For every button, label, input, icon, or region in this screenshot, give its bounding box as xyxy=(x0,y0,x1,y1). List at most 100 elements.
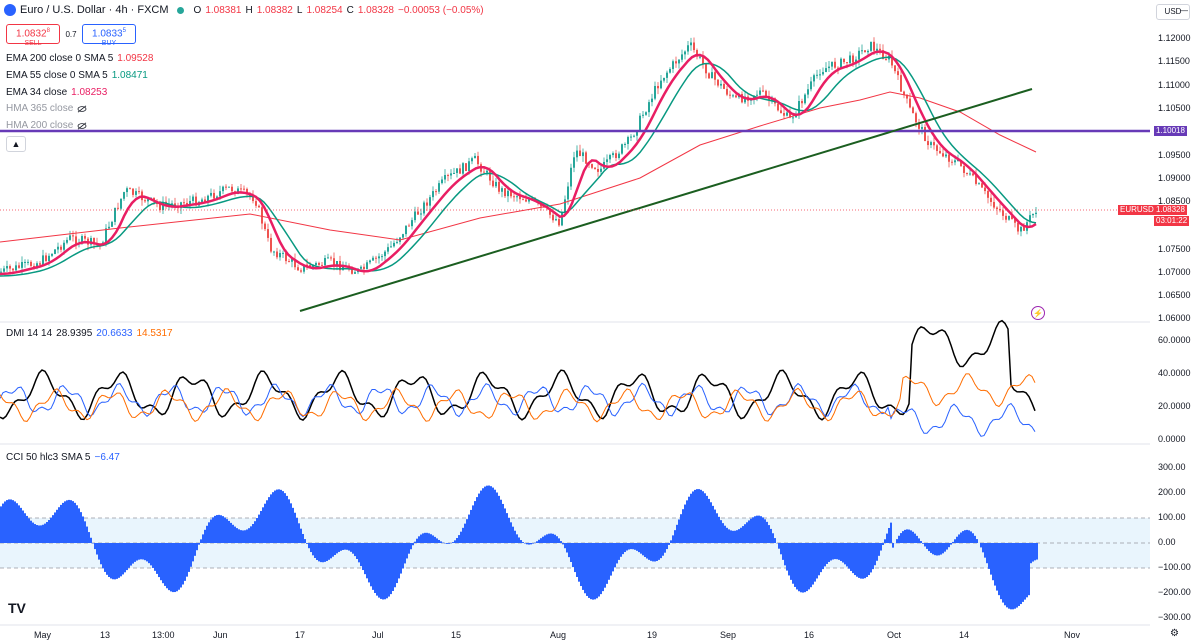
candle-body xyxy=(483,171,485,173)
candle-body xyxy=(855,59,857,63)
time-axis-label: 17 xyxy=(295,630,306,640)
cci-bar xyxy=(102,543,104,569)
flash-icon[interactable]: ⚡ xyxy=(1031,306,1045,320)
cci-bar xyxy=(684,504,686,543)
candle-body xyxy=(822,72,824,75)
candle-body xyxy=(162,201,164,211)
cci-bar xyxy=(954,539,956,543)
buy-button[interactable]: 1.08335 BUY xyxy=(82,24,136,47)
candle-body xyxy=(468,161,470,171)
cci-bar xyxy=(504,508,506,543)
cci-bar xyxy=(946,543,948,550)
eye-off-icon[interactable] xyxy=(77,121,87,130)
candle-body xyxy=(1011,216,1013,219)
candle-body xyxy=(1014,218,1016,223)
cci-bar xyxy=(50,517,52,543)
cci-bar xyxy=(744,524,746,543)
cci-bar xyxy=(278,489,280,543)
cci-bar xyxy=(54,512,56,543)
candle-body xyxy=(288,261,290,263)
cci-axis-label: −200.00 xyxy=(1158,587,1191,597)
indicator-label: EMA 34 close xyxy=(6,87,68,98)
candle-body xyxy=(759,90,761,95)
sell-label: SELL xyxy=(24,40,42,48)
candle-body xyxy=(510,190,512,197)
cci-bar xyxy=(898,535,900,543)
indicator-hma365[interactable]: HMA 365 close xyxy=(6,103,87,114)
candle-body xyxy=(981,183,983,188)
cci-bar xyxy=(842,543,844,563)
cci-bar xyxy=(372,543,374,590)
cci-bar xyxy=(704,493,706,543)
candle-body xyxy=(237,188,239,195)
ema34-line xyxy=(0,50,1037,276)
candle-body xyxy=(402,234,404,238)
cci-bar xyxy=(240,530,242,543)
cci-axis-label: 100.00 xyxy=(1158,512,1186,522)
symbol-title[interactable]: Euro / U.S. Dollar · 4h · FXCM xyxy=(20,4,169,16)
tradingview-logo[interactable]: TV xyxy=(8,600,26,616)
indicator-ema55[interactable]: EMA 55 close 0 SMA 5 1.08471 xyxy=(6,70,148,81)
cci-bar xyxy=(148,543,150,564)
gear-icon[interactable]: ⚙ xyxy=(1170,628,1179,639)
candle-body xyxy=(519,196,521,200)
candle-body xyxy=(414,211,416,221)
price-chart[interactable] xyxy=(0,0,1150,643)
axis-menu-icon[interactable]: — xyxy=(1180,6,1188,15)
cci-bar xyxy=(920,541,922,543)
currency-button[interactable]: USD xyxy=(1156,4,1190,20)
cci-bar xyxy=(966,529,968,543)
price-axis-label: 1.09000 xyxy=(1158,173,1191,183)
cci-bar xyxy=(912,531,914,543)
candle-body xyxy=(654,85,656,99)
cci-bar xyxy=(172,543,174,593)
cci-bar xyxy=(838,543,840,560)
indicator-hma200[interactable]: HMA 200 close xyxy=(6,120,87,131)
cci-bar xyxy=(608,543,610,580)
cci-bar xyxy=(980,543,982,548)
cci-bar xyxy=(786,543,788,571)
cci-bar xyxy=(616,543,618,564)
candle-body xyxy=(780,110,782,114)
candle-body xyxy=(66,239,68,243)
candle-body xyxy=(978,183,980,185)
candle-body xyxy=(432,191,434,198)
candle-body xyxy=(516,196,518,198)
indicator-ema34[interactable]: EMA 34 close 1.08253 xyxy=(6,87,107,98)
sell-button[interactable]: 1.08328 SELL xyxy=(6,24,60,47)
cci-bar xyxy=(516,534,518,543)
cci-bar xyxy=(390,543,392,595)
cci-bar xyxy=(46,522,48,543)
time-axis-label: 16 xyxy=(804,630,815,640)
cci-bar xyxy=(660,543,662,559)
cci-bar xyxy=(690,493,692,543)
sell-price: 1.0832 xyxy=(16,28,47,40)
cci-bar xyxy=(688,496,690,543)
cci-value: −6.47 xyxy=(94,452,120,463)
cci-bar xyxy=(810,543,812,588)
candle-body xyxy=(84,236,86,239)
price-axis-label: 1.06000 xyxy=(1158,313,1191,323)
candle-body xyxy=(411,220,413,227)
cci-bar xyxy=(1026,543,1028,598)
indicator-ema200[interactable]: EMA 200 close 0 SMA 5 1.09528 xyxy=(6,53,153,64)
cci-bar xyxy=(84,521,86,543)
cci-bar xyxy=(480,490,482,543)
candle-body xyxy=(90,237,92,245)
cci-bar xyxy=(652,543,654,562)
cci-bar xyxy=(78,508,80,543)
candle-body xyxy=(21,262,23,268)
candle-body xyxy=(15,265,17,271)
cci-bar xyxy=(600,543,602,595)
candle-body xyxy=(123,192,125,199)
trend-line[interactable] xyxy=(299,88,1033,312)
cci-bar xyxy=(30,520,32,543)
eye-off-icon[interactable] xyxy=(77,104,87,113)
dmi-legend[interactable]: DMI 14 14 28.9395 20.6633 14.5317 xyxy=(6,328,173,339)
chevron-up-icon[interactable]: ▲ xyxy=(6,136,26,152)
cci-bar xyxy=(680,514,682,543)
cci-bar xyxy=(576,543,578,577)
cci-bar xyxy=(132,543,134,564)
cci-legend[interactable]: CCI 50 hlc3 SMA 5 −6.47 xyxy=(6,452,120,463)
indicator-value: 1.08253 xyxy=(71,87,108,98)
